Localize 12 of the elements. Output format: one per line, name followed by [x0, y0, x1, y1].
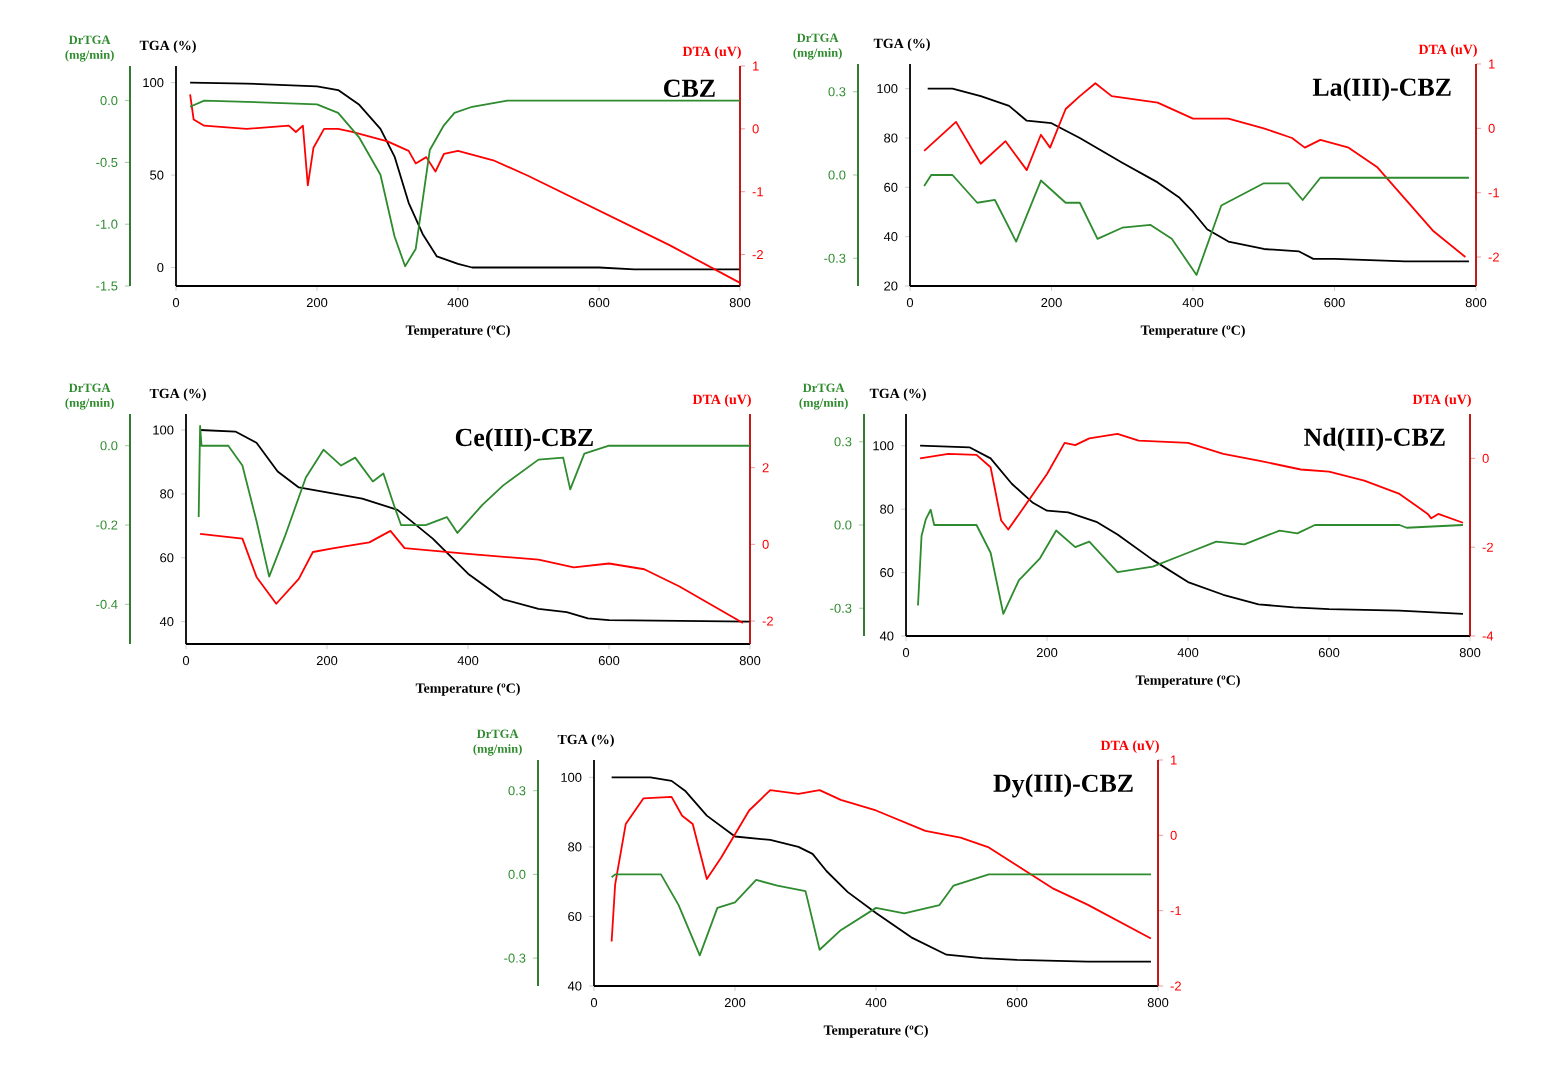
line-series: [610, 873, 1152, 957]
chart-title: Dy(III)-CBZ: [993, 773, 1133, 798]
chart-title: La(III)-CBZ: [1312, 77, 1451, 102]
line-series: [197, 425, 751, 578]
line-series: [923, 174, 1470, 276]
chart-title: Nd(III)-CBZ: [1304, 427, 1445, 452]
line-series: [610, 776, 1152, 963]
chart-title: Ce(III)-CBZ: [455, 427, 593, 452]
line-series: [917, 508, 1464, 615]
line-series: [199, 530, 744, 624]
line-series: [199, 429, 751, 623]
chart-title: CBZ: [664, 79, 715, 98]
